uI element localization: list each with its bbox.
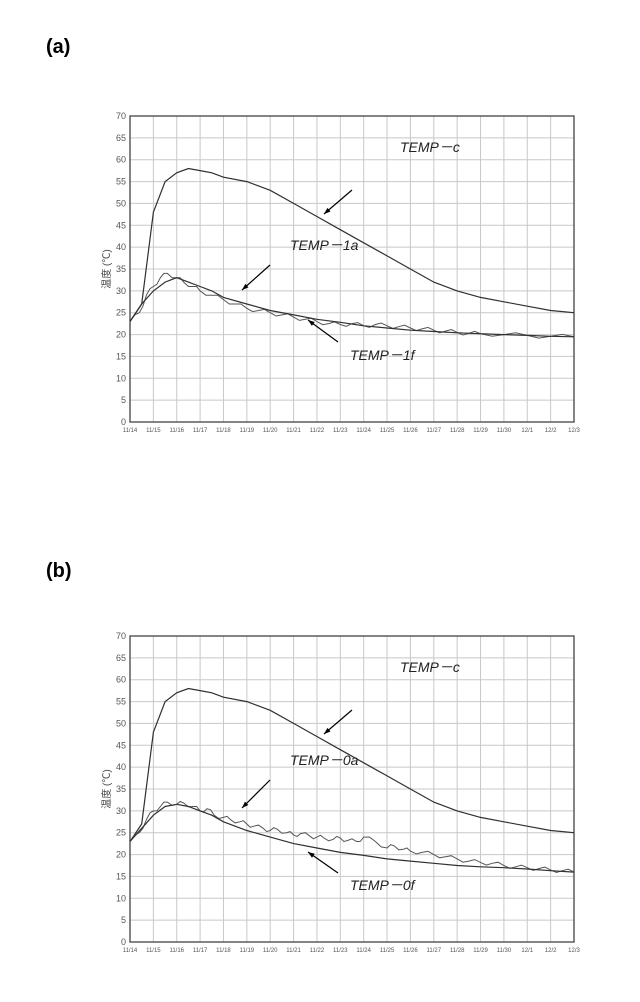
- svg-text:45: 45: [116, 220, 126, 230]
- svg-text:TEMP－c: TEMP－c: [400, 139, 460, 155]
- chart-b: 0 5 10 15 20 25 30 35 40 45 50 55 60 65 70 11/14 11/15 11…: [100, 630, 580, 960]
- svg-text:12/2: 12/2: [545, 948, 557, 954]
- chart-a: 0 5 10 15 20 25 30 35 40 45 50 55 60 65 70 11/14 11/15 11…: [100, 110, 580, 440]
- svg-text:11/25: 11/25: [380, 948, 395, 954]
- svg-text:11/26: 11/26: [403, 428, 418, 434]
- svg-text:11/24: 11/24: [356, 428, 371, 434]
- svg-text:11/28: 11/28: [450, 948, 465, 954]
- svg-text:0: 0: [121, 417, 126, 427]
- svg-text:温度 (℃): 温度 (℃): [100, 249, 113, 288]
- svg-text:11/26: 11/26: [403, 948, 418, 954]
- svg-text:11/14: 11/14: [123, 948, 138, 954]
- svg-text:10: 10: [116, 373, 126, 383]
- svg-text:11/29: 11/29: [473, 428, 488, 434]
- svg-text:15: 15: [116, 351, 126, 361]
- svg-text:11/20: 11/20: [263, 428, 278, 434]
- svg-text:11/18: 11/18: [216, 948, 231, 954]
- svg-text:11/23: 11/23: [333, 948, 348, 954]
- svg-text:11/25: 11/25: [380, 428, 395, 434]
- svg-text:40: 40: [116, 242, 126, 252]
- svg-text:12/2: 12/2: [545, 428, 557, 434]
- svg-text:11/16: 11/16: [169, 428, 184, 434]
- svg-text:70: 70: [116, 111, 126, 121]
- svg-text:11/14: 11/14: [123, 428, 138, 434]
- svg-text:11/22: 11/22: [310, 428, 325, 434]
- svg-text:11/24: 11/24: [356, 948, 371, 954]
- svg-text:11/27: 11/27: [427, 428, 442, 434]
- svg-text:25: 25: [116, 308, 126, 318]
- svg-text:TEMP－1f: TEMP－1f: [350, 347, 417, 363]
- svg-text:45: 45: [116, 740, 126, 750]
- svg-text:15: 15: [116, 871, 126, 881]
- svg-text:11/30: 11/30: [497, 948, 512, 954]
- svg-text:65: 65: [116, 133, 126, 143]
- panel-a-label: (a): [46, 36, 70, 59]
- svg-text:11/28: 11/28: [450, 428, 465, 434]
- svg-text:温度 (℃): 温度 (℃): [100, 769, 113, 808]
- svg-text:11/15: 11/15: [146, 428, 161, 434]
- svg-text:11/23: 11/23: [333, 428, 348, 434]
- svg-text:TEMP－0f: TEMP－0f: [350, 877, 417, 893]
- svg-text:50: 50: [116, 718, 126, 728]
- svg-text:60: 60: [116, 675, 126, 685]
- svg-text:30: 30: [116, 286, 126, 296]
- svg-text:10: 10: [116, 893, 126, 903]
- svg-text:11/21: 11/21: [286, 428, 301, 434]
- svg-text:11/20: 11/20: [263, 948, 278, 954]
- panel-b-label: (b): [46, 560, 72, 583]
- svg-text:11/16: 11/16: [169, 948, 184, 954]
- svg-text:12/1: 12/1: [521, 428, 533, 434]
- svg-text:12/3: 12/3: [568, 948, 580, 954]
- svg-text:0: 0: [121, 937, 126, 947]
- svg-text:5: 5: [121, 915, 126, 925]
- svg-text:40: 40: [116, 762, 126, 772]
- svg-text:55: 55: [116, 177, 126, 187]
- svg-text:20: 20: [116, 850, 126, 860]
- svg-text:11/22: 11/22: [310, 948, 325, 954]
- svg-text:35: 35: [116, 784, 126, 794]
- svg-text:11/18: 11/18: [216, 428, 231, 434]
- svg-text:55: 55: [116, 697, 126, 707]
- svg-text:65: 65: [116, 653, 126, 663]
- svg-text:25: 25: [116, 828, 126, 838]
- svg-text:30: 30: [116, 806, 126, 816]
- svg-text:12/1: 12/1: [521, 948, 533, 954]
- chart-a-svg: 0 5 10 15 20 25 30 35 40 45 50 55 60 65 70 11/14 11/15 11…: [100, 110, 580, 440]
- svg-text:TEMP－1a: TEMP－1a: [290, 237, 359, 253]
- svg-text:12/3: 12/3: [568, 428, 580, 434]
- svg-text:11/15: 11/15: [146, 948, 161, 954]
- svg-text:11/21: 11/21: [286, 948, 301, 954]
- svg-text:11/29: 11/29: [473, 948, 488, 954]
- svg-text:11/19: 11/19: [240, 948, 255, 954]
- chart-b-svg: 0 5 10 15 20 25 30 35 40 45 50 55 60 65 70 11/14 11/15 11…: [100, 630, 580, 960]
- svg-text:11/17: 11/17: [193, 428, 208, 434]
- svg-text:35: 35: [116, 264, 126, 274]
- svg-text:11/30: 11/30: [497, 428, 512, 434]
- svg-text:70: 70: [116, 631, 126, 641]
- svg-text:5: 5: [121, 395, 126, 405]
- svg-text:11/27: 11/27: [427, 948, 442, 954]
- svg-text:TEMP－0a: TEMP－0a: [290, 752, 359, 768]
- svg-text:60: 60: [116, 155, 126, 165]
- svg-text:11/19: 11/19: [240, 428, 255, 434]
- svg-text:50: 50: [116, 198, 126, 208]
- svg-text:TEMP－c: TEMP－c: [400, 659, 460, 675]
- svg-text:20: 20: [116, 330, 126, 340]
- svg-text:11/17: 11/17: [193, 948, 208, 954]
